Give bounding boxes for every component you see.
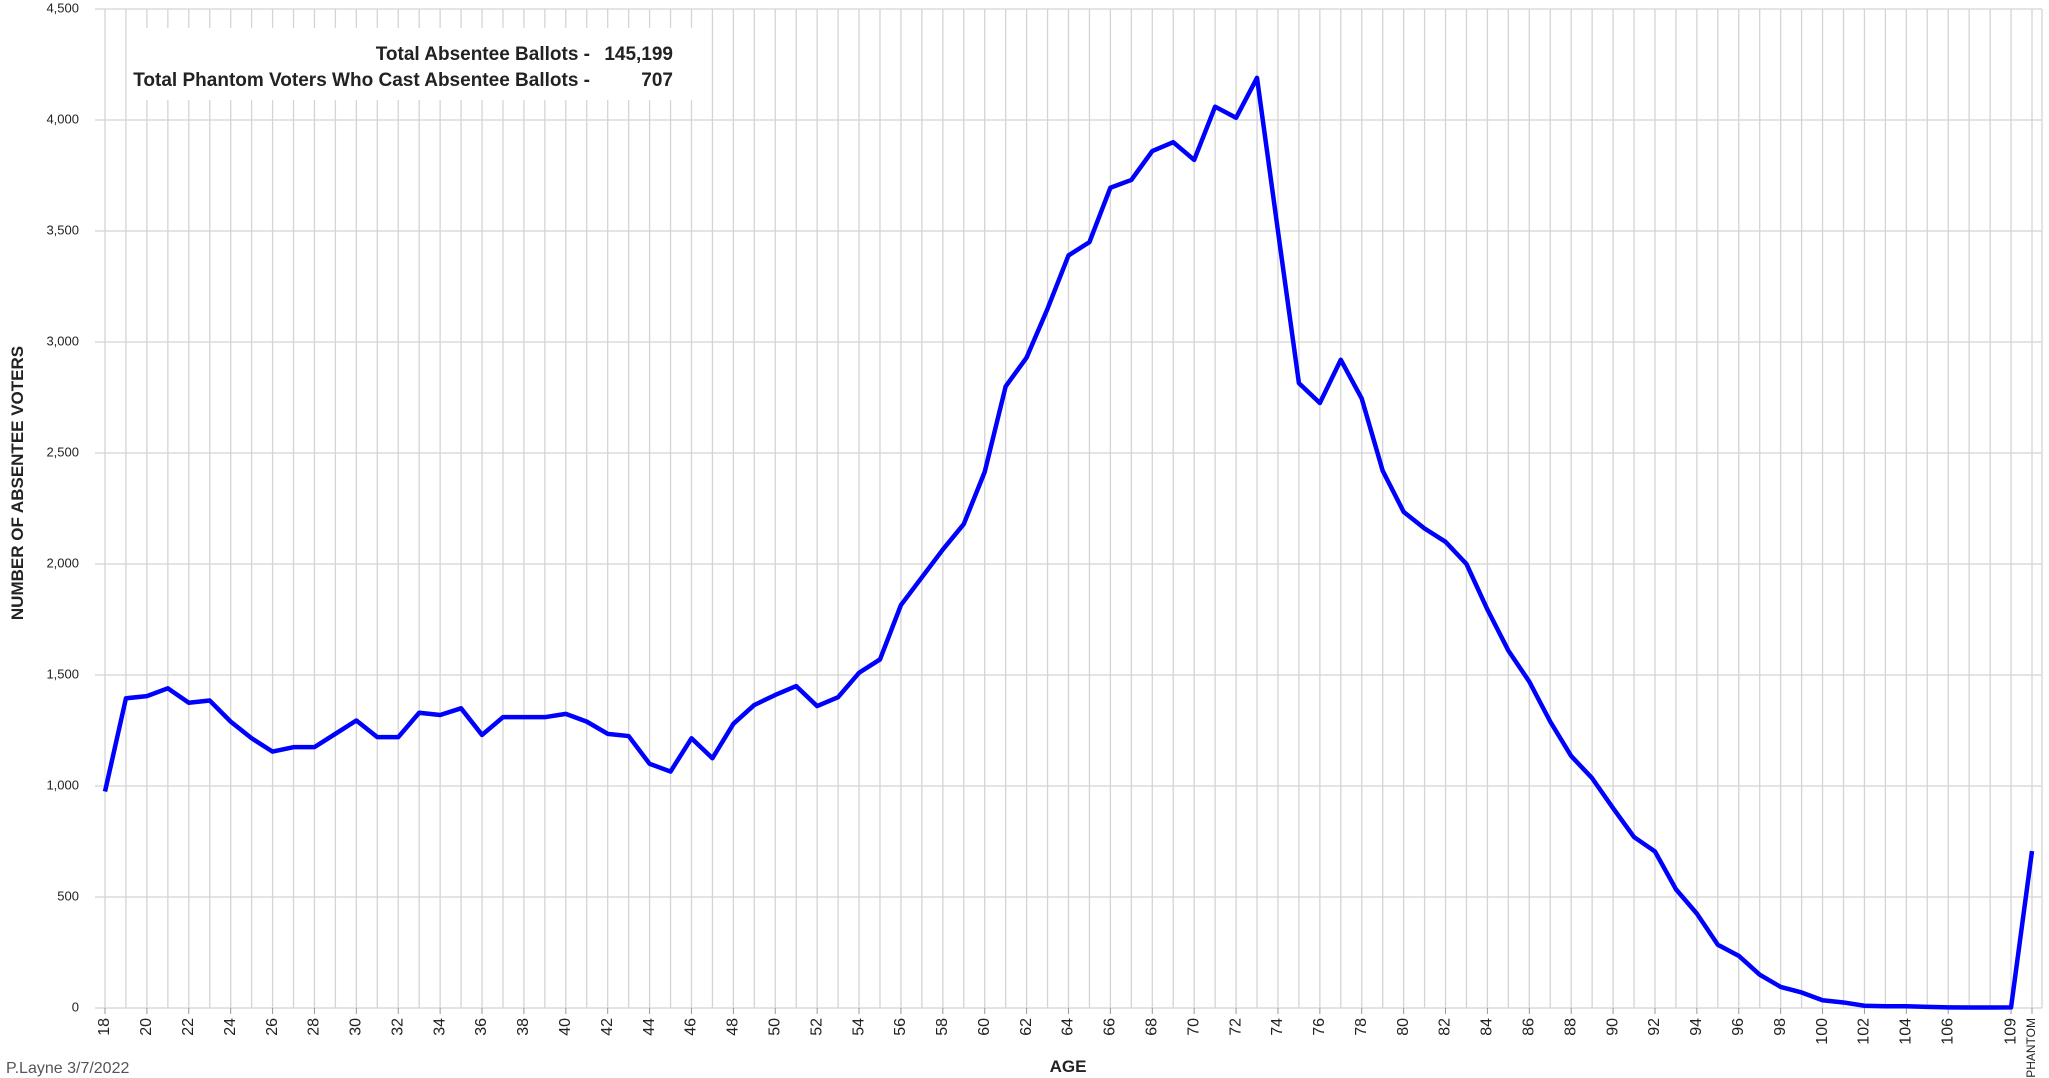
x-tick-label: 40 [557,1018,574,1036]
x-tick-label: 96 [1730,1018,1747,1036]
x-tick-label: 102 [1856,1018,1873,1045]
x-tick-label: 50 [766,1018,783,1036]
y-tick-label: 2,000 [46,555,79,570]
x-tick-label: 56 [892,1018,909,1036]
y-tick-label: 3,000 [46,333,79,348]
x-tick-label: 28 [306,1018,323,1036]
x-tick-label: 70 [1185,1018,1202,1036]
x-tick-label: 32 [389,1018,406,1036]
x-tick-label: 109 [2002,1018,2019,1045]
x-tick-label: 100 [1814,1018,1831,1045]
x-tick-label: 24 [222,1018,239,1036]
y-tick-label: 4,500 [46,0,79,15]
footer: P.Layne 3/7/2022 [6,1060,129,1077]
x-tick-label: 80 [1395,1018,1412,1036]
x-tick-label: 36 [473,1018,490,1036]
x-tick-label: 30 [348,1018,365,1036]
x-tick-label: 74 [1269,1018,1286,1036]
x-tick-label: 42 [599,1018,616,1036]
annotation-value: 145,199 [604,44,673,65]
annotation-box: Total Absentee Ballots - 145,199 Total Pha… [128,28,710,100]
x-tick-label: 82 [1437,1018,1454,1036]
annotation-background [128,28,710,100]
y-tick-label: 1,000 [46,777,79,792]
x-tick-label: 84 [1479,1018,1496,1036]
x-tick-label: 90 [1604,1018,1621,1036]
x-tick-label: 44 [641,1018,658,1036]
x-tick-label: 78 [1353,1018,1370,1036]
x-tick-label: 60 [976,1018,993,1036]
x-tick-label: 94 [1688,1018,1705,1036]
x-tick-label: 88 [1562,1018,1579,1036]
x-axis-title: AGE [1050,1057,1087,1076]
x-tick-label: 22 [180,1018,197,1036]
y-tick-label: 500 [57,888,79,903]
x-tick-label: 20 [138,1018,155,1036]
x-tick-label: 48 [725,1018,742,1036]
x-tick-label: 76 [1311,1018,1328,1036]
x-tick-label: 68 [1144,1018,1161,1036]
x-tick-label: PHANTOM [2024,1018,2038,1078]
x-tick-label: 92 [1646,1018,1663,1036]
data-line [102,75,2035,1010]
y-axis-title: NUMBER OF ABSENTEE VOTERS [8,346,27,620]
x-tick-label: 38 [515,1018,532,1036]
x-tick-label: 18 [96,1018,113,1036]
annotation-value: 707 [641,70,673,91]
x-tick-label: 72 [1227,1018,1244,1036]
y-tick-label: 2,500 [46,444,79,459]
y-tick-label: 0 [72,999,79,1014]
x-tick-label: 26 [264,1018,281,1036]
x-tick-label: 104 [1898,1018,1915,1045]
x-tick-label: 52 [808,1018,825,1036]
x-tick-label: 98 [1772,1018,1789,1036]
annotation-label: Total Absentee Ballots - [376,44,590,65]
x-tick-label: 66 [1102,1018,1119,1036]
y-tick-label: 1,500 [46,666,79,681]
y-tick-label: 3,500 [46,222,79,237]
x-tick-label: 86 [1521,1018,1538,1036]
x-tick-label: 58 [934,1018,951,1036]
x-tick-label: 106 [1939,1018,1956,1045]
x-tick-label: 64 [1060,1018,1077,1036]
annotation-label: Total Phantom Voters Who Cast Absentee B… [133,70,590,91]
y-tick-label: 4,000 [46,111,79,126]
x-tick-label: 54 [850,1018,867,1036]
x-tick-label: 34 [431,1018,448,1036]
x-tick-label: 62 [1018,1018,1035,1036]
x-tick-label: 46 [683,1018,700,1036]
